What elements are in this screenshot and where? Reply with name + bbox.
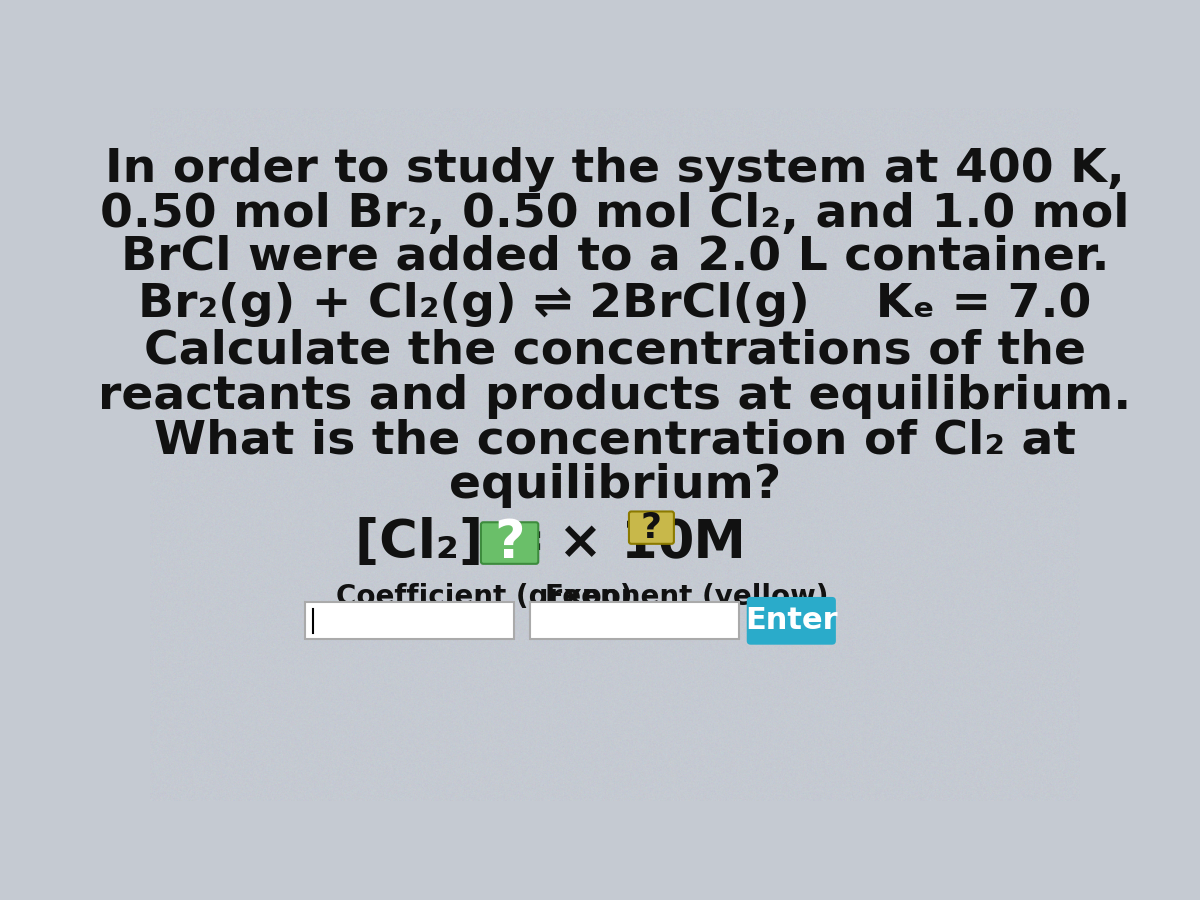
FancyBboxPatch shape <box>529 602 739 639</box>
FancyBboxPatch shape <box>629 511 674 544</box>
Text: Coefficient (green): Coefficient (green) <box>336 583 632 611</box>
Text: [Cl₂] =: [Cl₂] = <box>355 517 564 569</box>
Text: reactants and products at equilibrium.: reactants and products at equilibrium. <box>98 374 1132 419</box>
Text: ?: ? <box>641 510 662 544</box>
FancyBboxPatch shape <box>746 597 836 644</box>
Text: ?: ? <box>494 517 524 569</box>
Text: In order to study the system at 400 K,: In order to study the system at 400 K, <box>106 147 1124 192</box>
Text: Enter: Enter <box>745 607 838 635</box>
Text: M: M <box>676 517 746 569</box>
Text: BrCl were added to a 2.0 L container.: BrCl were added to a 2.0 L container. <box>121 234 1109 279</box>
Text: What is the concentration of Cl₂ at: What is the concentration of Cl₂ at <box>154 418 1076 464</box>
Text: Br₂(g) + Cl₂(g) ⇌ 2BrCl(g)    Kₑ = 7.0: Br₂(g) + Cl₂(g) ⇌ 2BrCl(g) Kₑ = 7.0 <box>138 282 1092 327</box>
Text: equilibrium?: equilibrium? <box>449 463 781 508</box>
FancyBboxPatch shape <box>481 522 539 563</box>
Text: 0.50 mol Br₂, 0.50 mol Cl₂, and 1.0 mol: 0.50 mol Br₂, 0.50 mol Cl₂, and 1.0 mol <box>101 192 1129 237</box>
Text: Calculate the concentrations of the: Calculate the concentrations of the <box>144 328 1086 374</box>
Text: × 10: × 10 <box>540 517 695 569</box>
Text: Exponent (yellow): Exponent (yellow) <box>545 583 829 611</box>
FancyBboxPatch shape <box>305 602 515 639</box>
